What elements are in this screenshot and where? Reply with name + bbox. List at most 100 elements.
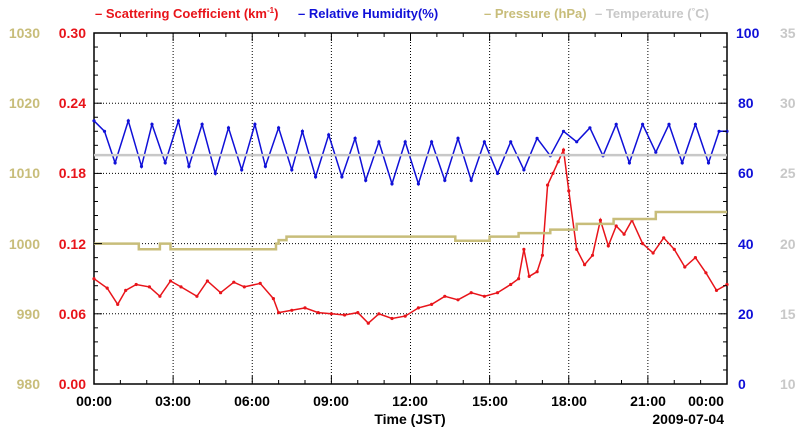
relative-humidity-point [706, 161, 711, 165]
scattering-coefficient-point [522, 247, 526, 251]
scattering-coefficient-point [158, 294, 162, 298]
scattering-coefficient-point [561, 148, 566, 152]
scattering-coefficient-point [704, 271, 708, 275]
relative-humidity-point [263, 164, 267, 168]
relative-humidity-point [187, 164, 191, 168]
humidity-axis-labels: 0 20 40 60 80 100 [736, 25, 760, 392]
pressure-axis-labels: 980 990 1000 1010 1020 1030 [9, 25, 40, 392]
scattering-coefficient-point [258, 281, 262, 285]
relative-humidity-point [240, 168, 244, 172]
humidity-tick-4: 80 [738, 95, 754, 111]
scattering-coefficient-point [271, 297, 275, 301]
date-label: 2009-07-04 [652, 411, 724, 427]
scattering-coefficient-point [277, 311, 281, 315]
scattering-coefficient-point [377, 312, 381, 316]
scattering-tick-1: 0.06 [59, 306, 86, 322]
relative-humidity-point [430, 140, 434, 144]
relative-humidity-point [390, 182, 394, 186]
x-tick-1: 03:00 [155, 393, 191, 409]
legend-pressure: – Pressure (hPa) [484, 6, 587, 21]
scattering-coefficient-point [590, 253, 595, 257]
scattering-coefficient-point [551, 171, 555, 175]
relative-humidity-point [253, 122, 257, 126]
relative-humidity-point [213, 171, 217, 175]
scattering-coefficient-point [482, 294, 486, 298]
scattering-coefficient-point [546, 183, 550, 187]
scattering-coefficient-point [614, 224, 618, 228]
scattering-coefficient-point [303, 306, 307, 310]
relative-humidity-point [561, 129, 566, 133]
relative-humidity-point [126, 119, 130, 123]
temperature-tick-3: 25 [780, 165, 796, 181]
scattering-tick-5: 0.30 [59, 25, 86, 41]
temperature-axis-labels: 10 15 20 25 30 35 [780, 25, 796, 392]
relative-humidity-point [314, 175, 318, 179]
relative-humidity-point [300, 129, 304, 133]
relative-humidity-point [469, 178, 473, 182]
scattering-coefficient-point [456, 298, 460, 302]
scattering-coefficient-point [443, 294, 447, 298]
scattering-coefficient-point [356, 311, 360, 315]
x-tick-8: 00:00 [688, 393, 724, 409]
scattering-coefficient-line [93, 147, 728, 325]
relative-humidity-point [588, 126, 592, 130]
humidity-tick-5: 100 [736, 25, 760, 41]
relative-humidity-point [340, 175, 344, 179]
scattering-coefficient-point [105, 286, 109, 290]
tick-marks [93, 32, 728, 385]
x-tick-4: 12:00 [392, 393, 428, 409]
gridlines [94, 33, 727, 384]
scattering-coefficient-point [219, 291, 223, 295]
scattering-coefficient-point [622, 232, 626, 236]
scattering-coefficient-point [168, 279, 173, 283]
x-axis-labels: 00:00 03:00 06:00 09:00 12:00 15:00 18:0… [76, 393, 724, 409]
pressure-tick-5: 1030 [9, 25, 40, 41]
scattering-axis-labels: 0.00 0.06 0.12 0.18 0.24 0.30 [59, 25, 86, 392]
pressure-tick-3: 1010 [9, 165, 40, 181]
relative-humidity-point [654, 150, 658, 154]
humidity-tick-0: 0 [738, 376, 746, 392]
legend-scattering: – Scattering Coefficient (km-1) [95, 6, 278, 21]
pressure-line [94, 210, 727, 251]
pressure-tick-1: 990 [17, 306, 41, 322]
relative-humidity-point [641, 122, 645, 126]
relative-humidity-point [509, 140, 513, 144]
scattering-coefficient-point [567, 189, 571, 193]
relative-humidity-point [680, 161, 684, 165]
scattering-coefficient-point [290, 308, 294, 312]
x-tick-7: 21:00 [630, 393, 666, 409]
relative-humidity-point [482, 140, 486, 144]
relative-humidity-point [163, 161, 167, 165]
scattering-coefficient-point [540, 253, 545, 257]
plot-frame [93, 32, 728, 385]
scattering-coefficient-point [662, 236, 666, 240]
relative-humidity-point [693, 122, 698, 126]
scattering-coefficient-point [651, 251, 655, 255]
humidity-tick-1: 20 [738, 306, 754, 322]
scattering-coefficient-point [575, 247, 579, 251]
scattering-coefficient-point [430, 302, 434, 306]
x-tick-6: 18:00 [551, 393, 587, 409]
relative-humidity-point [443, 178, 447, 182]
scattering-coefficient-point [693, 256, 698, 260]
scattering-coefficient-point [147, 285, 151, 289]
relative-humidity-point [614, 122, 618, 126]
scattering-coefficient-point [598, 218, 603, 222]
scattering-coefficient-point [495, 291, 500, 295]
relative-humidity-point [575, 140, 579, 144]
relative-humidity-point [627, 161, 632, 165]
scattering-coefficient-point [527, 274, 531, 278]
relative-humidity-point [353, 136, 357, 140]
scattering-coefficient-point [714, 288, 719, 292]
relative-humidity-point [176, 119, 180, 123]
temperature-tick-4: 30 [780, 95, 796, 111]
scattering-coefficient-point [509, 282, 513, 287]
scattering-coefficient-point [134, 282, 138, 287]
scattering-coefficient-point [606, 244, 610, 248]
scattering-coefficient-point [583, 263, 587, 267]
scattering-coefficient-point [316, 311, 320, 315]
legend: – Scattering Coefficient (km-1) – Relati… [95, 6, 709, 21]
relative-humidity-point [522, 168, 526, 172]
x-tick-0: 00:00 [76, 393, 112, 409]
